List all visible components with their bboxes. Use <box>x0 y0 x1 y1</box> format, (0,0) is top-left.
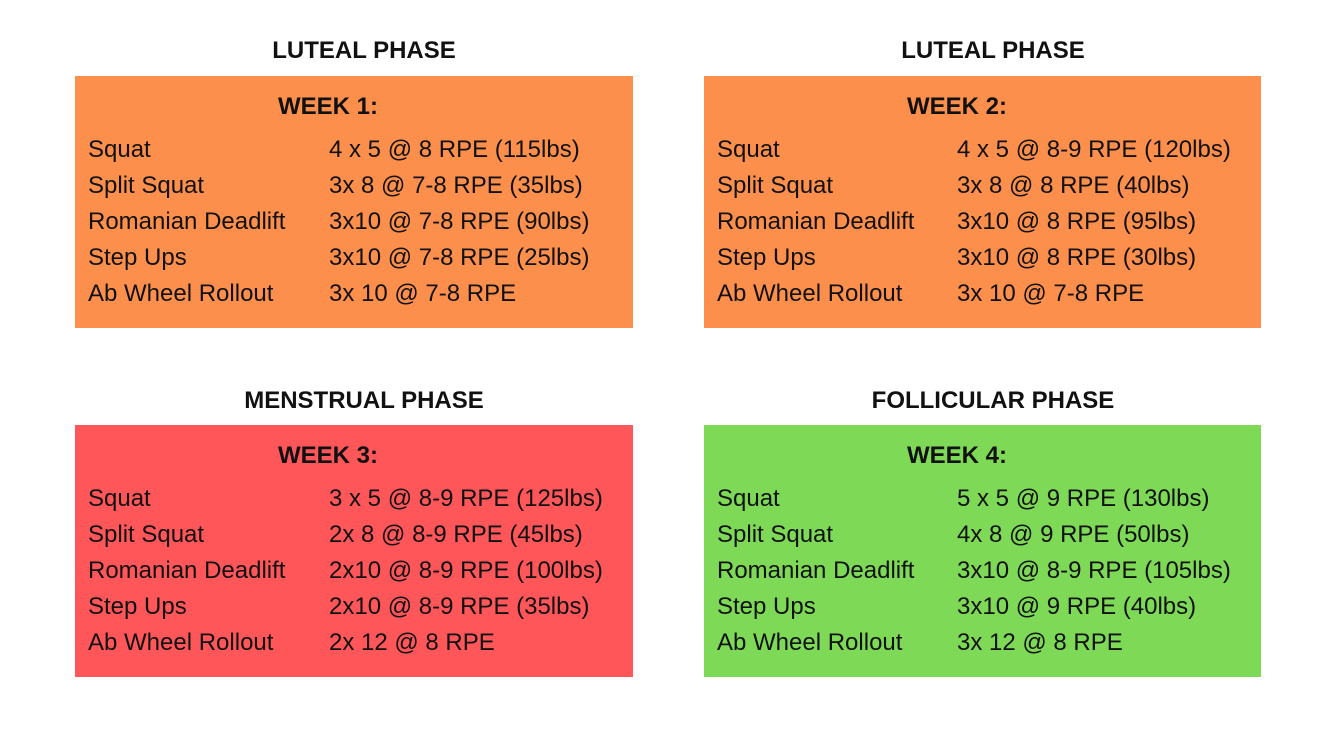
exercise-prescription: 2x10 @ 8-9 RPE (35lbs) <box>329 593 590 620</box>
phase-title-week-4: FOLLICULAR PHASE <box>871 387 1115 414</box>
exercise-name: Romanian Deadlift <box>88 557 286 584</box>
exercise-name: Squat <box>88 136 151 163</box>
exercise-row: Romanian Deadlift 3x10 @ 7-8 RPE (90lbs) <box>88 204 629 240</box>
exercise-row: Romanian Deadlift 3x10 @ 8-9 RPE (105lbs… <box>717 553 1257 589</box>
exercise-row: Romanian Deadlift 2x10 @ 8-9 RPE (100lbs… <box>88 553 629 589</box>
exercise-row: Squat 4 x 5 @ 8-9 RPE (120lbs) <box>717 132 1257 168</box>
workout-card-week-2: WEEK 2: Squat 4 x 5 @ 8-9 RPE (120lbs) S… <box>704 76 1261 328</box>
exercise-prescription: 3x10 @ 7-8 RPE (90lbs) <box>329 208 590 235</box>
exercise-name: Ab Wheel Rollout <box>88 629 274 656</box>
exercise-name: Squat <box>717 136 780 163</box>
exercise-row: Ab Wheel Rollout 2x 12 @ 8 RPE <box>88 625 629 661</box>
week-title: WEEK 1: <box>277 93 378 120</box>
exercise-prescription: 4x 8 @ 9 RPE (50lbs) <box>957 521 1190 548</box>
exercise-row: Step Ups 3x10 @ 7-8 RPE (25lbs) <box>88 240 629 276</box>
week-title: WEEK 4: <box>906 442 1007 469</box>
exercise-row: Step Ups 3x10 @ 8 RPE (30lbs) <box>717 240 1257 276</box>
exercise-name: Romanian Deadlift <box>717 208 915 235</box>
phase-title-week-2: LUTEAL PHASE <box>901 37 1085 64</box>
exercise-name: Squat <box>717 485 780 512</box>
exercise-row: Split Squat 3x 8 @ 7-8 RPE (35lbs) <box>88 168 629 204</box>
exercise-row: Split Squat 2x 8 @ 8-9 RPE (45lbs) <box>88 517 629 553</box>
exercise-prescription: 2x10 @ 8-9 RPE (100lbs) <box>329 557 603 584</box>
exercise-row: Step Ups 2x10 @ 8-9 RPE (35lbs) <box>88 589 629 625</box>
exercise-row: Squat 5 x 5 @ 9 RPE (130lbs) <box>717 481 1257 517</box>
exercise-prescription: 3x 10 @ 7-8 RPE <box>957 280 1145 307</box>
exercise-name: Ab Wheel Rollout <box>717 629 903 656</box>
exercise-prescription: 2x 8 @ 8-9 RPE (45lbs) <box>329 521 583 548</box>
exercise-prescription: 3x10 @ 8-9 RPE (105lbs) <box>957 557 1231 584</box>
exercise-name: Split Squat <box>717 521 834 548</box>
exercise-name: Step Ups <box>88 593 187 620</box>
exercise-prescription: 3x 8 @ 7-8 RPE (35lbs) <box>329 172 583 199</box>
week-title: WEEK 3: <box>277 442 378 469</box>
exercise-row: Step Ups 3x10 @ 9 RPE (40lbs) <box>717 589 1257 625</box>
week-title: WEEK 2: <box>906 93 1007 120</box>
exercise-prescription: 3x 10 @ 7-8 RPE <box>329 280 517 307</box>
exercise-prescription: 3x 8 @ 8 RPE (40lbs) <box>957 172 1190 199</box>
exercise-row: Ab Wheel Rollout 3x 10 @ 7-8 RPE <box>717 276 1257 312</box>
workout-card-week-1: WEEK 1: Squat 4 x 5 @ 8 RPE (115lbs) Spl… <box>75 76 633 328</box>
exercise-row: Split Squat 4x 8 @ 9 RPE (50lbs) <box>717 517 1257 553</box>
exercise-row: Ab Wheel Rollout 3x 10 @ 7-8 RPE <box>88 276 629 312</box>
exercise-row: Romanian Deadlift 3x10 @ 8 RPE (95lbs) <box>717 204 1257 240</box>
exercise-prescription: 4 x 5 @ 8-9 RPE (120lbs) <box>957 136 1231 163</box>
exercise-name: Ab Wheel Rollout <box>717 280 903 307</box>
exercise-prescription: 4 x 5 @ 8 RPE (115lbs) <box>329 136 580 163</box>
phase-title-week-3: MENSTRUAL PHASE <box>244 387 484 414</box>
exercise-name: Step Ups <box>717 244 816 271</box>
exercise-list: Squat 4 x 5 @ 8 RPE (115lbs) Split Squat… <box>88 132 629 312</box>
exercise-prescription: 3x10 @ 8 RPE (30lbs) <box>957 244 1197 271</box>
exercise-prescription: 3x10 @ 8 RPE (95lbs) <box>957 208 1197 235</box>
workout-card-week-3: WEEK 3: Squat 3 x 5 @ 8-9 RPE (125lbs) S… <box>75 425 633 677</box>
exercise-name: Split Squat <box>717 172 834 199</box>
exercise-prescription: 3x 12 @ 8 RPE <box>957 629 1123 656</box>
exercise-row: Ab Wheel Rollout 3x 12 @ 8 RPE <box>717 625 1257 661</box>
exercise-name: Step Ups <box>717 593 816 620</box>
exercise-row: Split Squat 3x 8 @ 8 RPE (40lbs) <box>717 168 1257 204</box>
exercise-list: Squat 5 x 5 @ 9 RPE (130lbs) Split Squat… <box>717 481 1257 661</box>
phase-title-week-1: LUTEAL PHASE <box>272 37 456 64</box>
exercise-prescription: 3x10 @ 7-8 RPE (25lbs) <box>329 244 590 271</box>
exercise-name: Squat <box>88 485 151 512</box>
exercise-name: Romanian Deadlift <box>717 557 915 584</box>
exercise-list: Squat 3 x 5 @ 8-9 RPE (125lbs) Split Squ… <box>88 481 629 661</box>
exercise-name: Split Squat <box>88 172 205 199</box>
exercise-name: Step Ups <box>88 244 187 271</box>
exercise-list: Squat 4 x 5 @ 8-9 RPE (120lbs) Split Squ… <box>717 132 1257 312</box>
exercise-name: Romanian Deadlift <box>88 208 286 235</box>
exercise-prescription: 5 x 5 @ 9 RPE (130lbs) <box>957 485 1210 512</box>
exercise-prescription: 3x10 @ 9 RPE (40lbs) <box>957 593 1197 620</box>
exercise-row: Squat 3 x 5 @ 8-9 RPE (125lbs) <box>88 481 629 517</box>
exercise-prescription: 3 x 5 @ 8-9 RPE (125lbs) <box>329 485 603 512</box>
exercise-name: Ab Wheel Rollout <box>88 280 274 307</box>
workout-card-week-4: WEEK 4: Squat 5 x 5 @ 9 RPE (130lbs) Spl… <box>704 425 1261 677</box>
exercise-row: Squat 4 x 5 @ 8 RPE (115lbs) <box>88 132 629 168</box>
exercise-name: Split Squat <box>88 521 205 548</box>
exercise-prescription: 2x 12 @ 8 RPE <box>329 629 495 656</box>
